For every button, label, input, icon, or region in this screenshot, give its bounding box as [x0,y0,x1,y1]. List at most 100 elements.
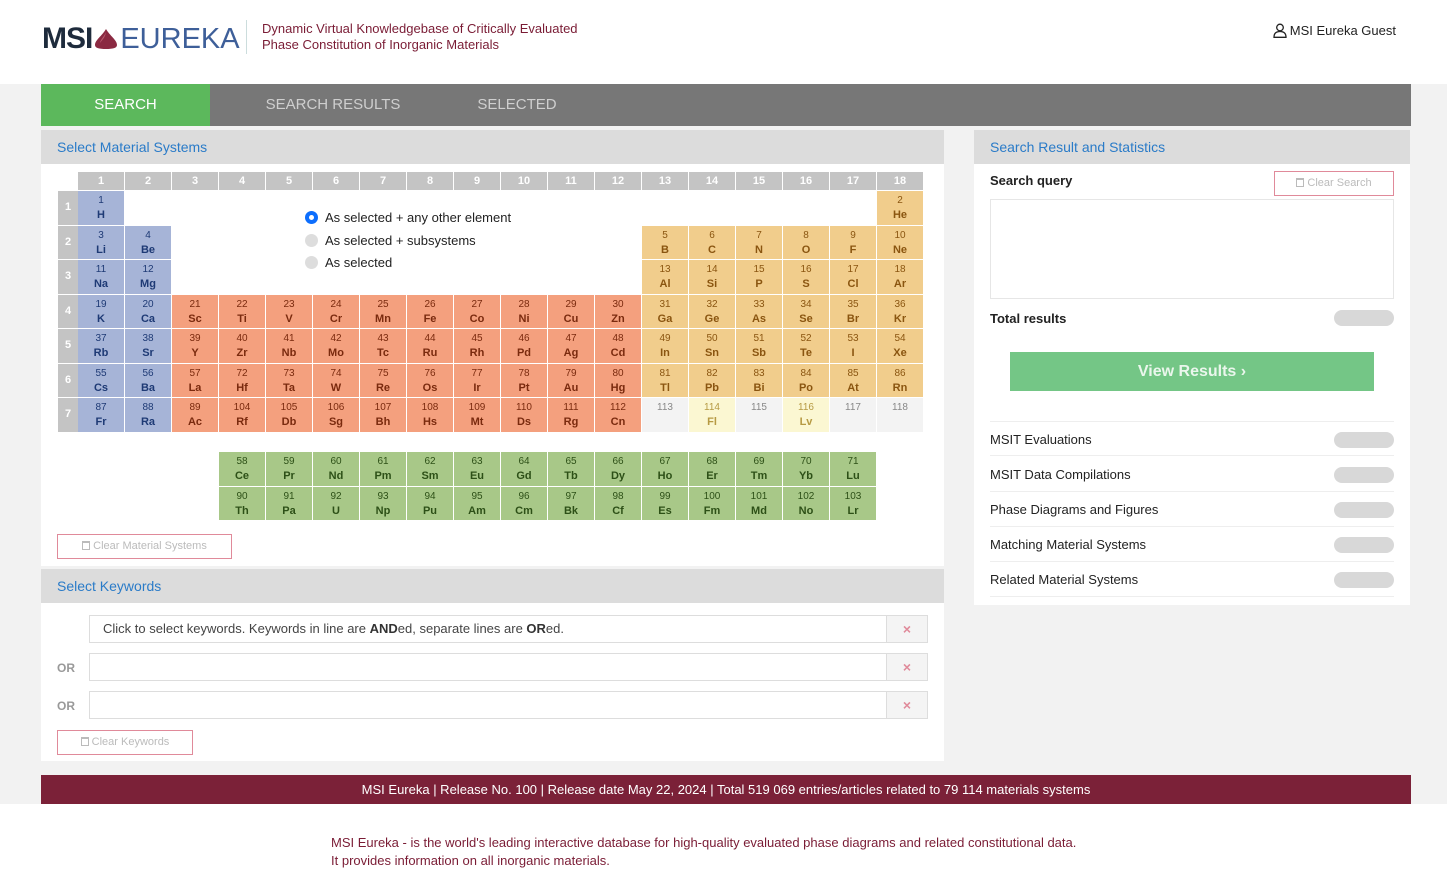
element-cell-rh[interactable]: 45 Rh [454,329,500,363]
element-cell-ho[interactable]: 67 Ho [642,452,688,486]
clear-material-systems-button[interactable]: Clear Material Systems [57,534,232,559]
element-cell-pa[interactable]: 91 Pa [266,486,312,520]
element-cell-ra[interactable]: 88 Ra [125,398,171,432]
element-cell-lr[interactable]: 103 Lr [830,486,876,520]
element-cell-p[interactable]: 15 P [736,260,782,294]
element-cell-pd[interactable]: 46 Pd [501,329,547,363]
radio-selected-icon[interactable] [305,211,318,224]
element-cell-xe[interactable]: 54 Xe [877,329,923,363]
element-cell-ce[interactable]: 58 Ce [219,452,265,486]
element-cell-cd[interactable]: 48 Cd [595,329,641,363]
user-menu[interactable]: MSI Eureka Guest [1273,23,1396,38]
element-cell-ac[interactable]: 89 Ac [172,398,218,432]
element-cell-lv[interactable]: 116 Lv [783,398,829,432]
stat-row-msit-data-compilations[interactable]: MSIT Data Compilations [990,457,1394,492]
element-cell-dy[interactable]: 66 Dy [595,452,641,486]
element-cell-v[interactable]: 23 V [266,294,312,328]
element-cell-ds[interactable]: 110 Ds [501,398,547,432]
element-cell-mg[interactable]: 12 Mg [125,260,171,294]
element-cell-ti[interactable]: 22 Ti [219,294,265,328]
element-cell-sc[interactable]: 21 Sc [172,294,218,328]
element-cell-bk[interactable]: 97 Bk [548,486,594,520]
element-cell-rf[interactable]: 104 Rf [219,398,265,432]
element-cell-w[interactable]: 74 W [313,363,359,397]
keyword-line-1[interactable]: Click to select keywords. Keywords in li… [89,615,928,643]
keyword-line-2[interactable]: × [89,653,928,681]
element-cell-tm[interactable]: 69 Tm [736,452,782,486]
element-cell-u[interactable]: 92 U [313,486,359,520]
stat-row-msit-evaluations[interactable]: MSIT Evaluations [990,421,1394,456]
stat-row-related-systems[interactable]: Related Material Systems [990,562,1394,597]
element-cell-sr[interactable]: 38 Sr [125,329,171,363]
element-cell-pb[interactable]: 82 Pb [689,363,735,397]
element-cell-pt[interactable]: 78 Pt [501,363,547,397]
element-cell-fl[interactable]: 114 Fl [689,398,735,432]
stat-row-phase-diagrams[interactable]: Phase Diagrams and Figures [990,492,1394,527]
element-cell-rb[interactable]: 37 Rb [78,329,124,363]
element-cell-k[interactable]: 19 K [78,294,124,328]
element-cell-tc[interactable]: 43 Tc [360,329,406,363]
element-cell-fe[interactable]: 26 Fe [407,294,453,328]
element-cell-i[interactable]: 53 I [830,329,876,363]
remove-keyword-line-icon[interactable]: × [886,616,927,642]
element-cell-mt[interactable]: 109 Mt [454,398,500,432]
element-cell-br[interactable]: 35 Br [830,294,876,328]
element-cell-no[interactable]: 102 No [783,486,829,520]
element-cell-ba[interactable]: 56 Ba [125,363,171,397]
keyword-line-3[interactable]: × [89,691,928,719]
element-cell-lu[interactable]: 71 Lu [830,452,876,486]
msi-eureka-logo[interactable]: MSI EUREKA [42,22,240,56]
element-cell-hs[interactable]: 108 Hs [407,398,453,432]
remove-keyword-line-icon[interactable]: × [886,692,927,718]
clear-search-button[interactable]: Clear Search [1274,171,1394,196]
element-cell-kr[interactable]: 36 Kr [877,294,923,328]
element-cell-be[interactable]: 4 Be [125,225,171,259]
element-cell-cu[interactable]: 29 Cu [548,294,594,328]
element-cell-pm[interactable]: 61 Pm [360,452,406,486]
element-cell-ag[interactable]: 47 Ag [548,329,594,363]
element-cell-te[interactable]: 52 Te [783,329,829,363]
element-cell-ne[interactable]: 10 Ne [877,225,923,259]
radio-unselected-icon[interactable] [305,256,318,269]
element-cell-ta[interactable]: 73 Ta [266,363,312,397]
element-cell-rn[interactable]: 86 Rn [877,363,923,397]
element-cell-fr[interactable]: 87 Fr [78,398,124,432]
stat-row-matching-systems[interactable]: Matching Material Systems [990,527,1394,562]
element-cell-cs[interactable]: 55 Cs [78,363,124,397]
option-subsystems[interactable]: As selected + subsystems [305,233,476,248]
element-cell-er[interactable]: 68 Er [689,452,735,486]
remove-keyword-line-icon[interactable]: × [886,654,927,680]
element-cell-si[interactable]: 14 Si [689,260,735,294]
view-results-button[interactable]: View Results › [1010,352,1374,391]
element-cell-zn[interactable]: 30 Zn [595,294,641,328]
element-cell-na[interactable]: 11 Na [78,260,124,294]
element-cell-eu[interactable]: 63 Eu [454,452,500,486]
option-as-selected[interactable]: As selected [305,255,392,270]
element-cell-mn[interactable]: 25 Mn [360,294,406,328]
element-cell-md[interactable]: 101 Md [736,486,782,520]
element-cell-os[interactable]: 76 Os [407,363,453,397]
element-cell-mo[interactable]: 42 Mo [313,329,359,363]
element-cell-tb[interactable]: 65 Tb [548,452,594,486]
element-cell-at[interactable]: 85 At [830,363,876,397]
element-cell-au[interactable]: 79 Au [548,363,594,397]
element-cell-ca[interactable]: 20 Ca [125,294,171,328]
element-cell-sn[interactable]: 50 Sn [689,329,735,363]
element-cell-hg[interactable]: 80 Hg [595,363,641,397]
element-cell-sg[interactable]: 106 Sg [313,398,359,432]
element-cell-cf[interactable]: 98 Cf [595,486,641,520]
element-cell-ru[interactable]: 44 Ru [407,329,453,363]
element-cell-al[interactable]: 13 Al [642,260,688,294]
element-cell-nd[interactable]: 60 Nd [313,452,359,486]
element-cell-zr[interactable]: 40 Zr [219,329,265,363]
element-cell-cl[interactable]: 17 Cl [830,260,876,294]
element-cell-ir[interactable]: 77 Ir [454,363,500,397]
element-cell-ga[interactable]: 31 Ga [642,294,688,328]
element-cell-db[interactable]: 105 Db [266,398,312,432]
tab-selected-references[interactable]: SELECTED REFERENCES [466,96,569,155]
